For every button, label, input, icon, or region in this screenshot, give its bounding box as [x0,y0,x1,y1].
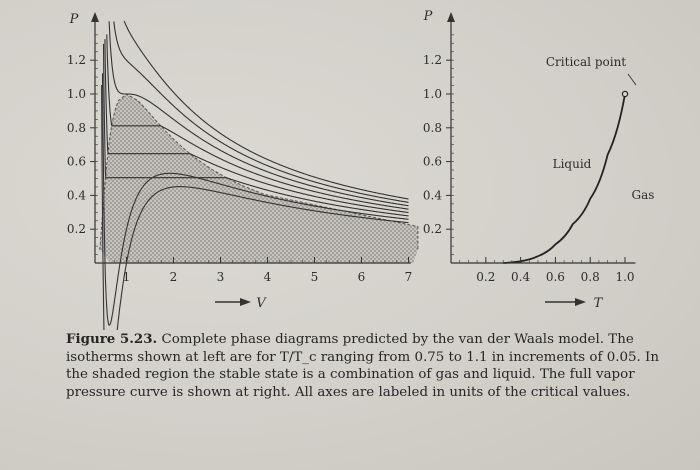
isotherm-t-1.10 [123,20,409,200]
vapor-pressure-curve [503,93,626,264]
right-x-axis-label: T [594,296,604,311]
right-y-tick-label: 0.6 [423,155,442,169]
critical-point-label: Critical point [546,55,626,69]
left-x-tick-label: 7 [405,270,413,284]
isotherm-t-1.05 [113,21,409,203]
right-y-tick-label: 0.4 [423,188,442,202]
caption-body: Complete phase diagrams predicted by the… [66,332,659,400]
liquid-region-label: Liquid [553,157,592,171]
right-x-arrow-head [575,298,586,306]
right-y-tick-label: 0.8 [423,121,442,135]
right-y-tick-label: 1.0 [423,87,442,101]
right-y-tick-label: 1.2 [423,53,442,67]
right-y-arrow [447,12,455,22]
left-x-tick-label: 4 [264,270,272,284]
isotherm-t-0.75 [101,84,409,405]
right-x-tick-label: 1.0 [615,270,634,284]
isotherm-t-1.00 [108,21,409,207]
left-y-tick-label: 0.8 [67,121,86,135]
left-y-axis-label: P [69,12,79,27]
isotherm-t-0.80 [101,73,409,326]
left-x-arrow-head [240,298,251,306]
left-y-tick-label: 0.4 [67,188,86,202]
right-y-axis-label: P [423,9,433,24]
left-x-tick-label: 6 [358,270,366,284]
left-pv-diagram: 1.2 1.0 0.8 0.6 0.4 0.2 1 2 3 4 5 6 7 P V [67,12,419,405]
left-x-tick-label: 3 [217,270,225,284]
left-y-tick-label: 1.2 [67,53,86,67]
left-y-tick-label: 1.0 [67,87,86,101]
right-x-tick-label: 0.4 [511,270,530,284]
right-pt-diagram: 1.2 1.0 0.8 0.6 0.4 0.2 0.2 0.4 0.6 0.8 1.0 P Critic… [423,9,655,311]
right-x-tick-label: 0.6 [546,270,565,284]
critical-point-marker [621,90,629,98]
left-x-tick-label: 2 [170,270,178,284]
isotherm-t-0.85 [102,43,409,217]
figure-number: Figure 5.23. [66,331,158,347]
figure-caption: Figure 5.23. Complete phase diagrams pre… [66,331,676,401]
right-y-tick-label: 0.2 [423,222,442,236]
left-x-axis-label: V [256,296,267,311]
gas-region-label: Gas [632,188,655,202]
isotherm-t-0.95 [106,34,409,210]
left-y-arrow [91,12,99,22]
right-x-tick-label: 0.8 [581,270,600,284]
critical-point-pointer [627,73,637,86]
coexistence-region [99,94,418,263]
left-y-tick-label: 0.2 [67,222,86,236]
left-y-tick-label: 0.6 [67,155,86,169]
phase-diagram-figure: 1.2 1.0 0.8 0.6 0.4 0.2 1 2 3 4 5 6 7 P V 1.2 1.0 0.8 0.6… [67,9,655,405]
right-x-tick-label: 0.2 [476,270,495,284]
isotherm-t-0.90 [104,39,409,214]
left-x-tick-label: 5 [311,270,319,284]
left-x-tick-label: 1 [123,270,131,284]
